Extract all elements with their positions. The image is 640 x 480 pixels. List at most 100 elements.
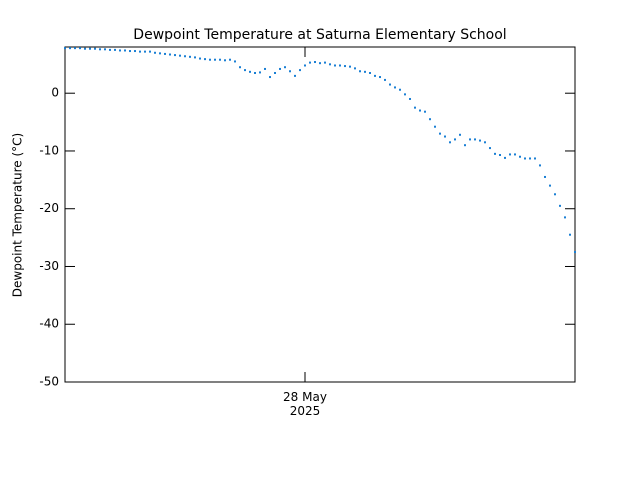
data-point [279,67,281,70]
data-point [209,58,211,61]
data-point [154,51,156,54]
data-point [484,141,486,144]
data-point [434,125,436,128]
y-tick-label: 0 [51,86,59,100]
data-point [429,118,431,121]
data-point [204,58,206,61]
data-point [299,69,301,72]
data-point [499,154,501,157]
data-point [164,52,166,55]
data-point [259,71,261,74]
data-point [539,164,541,167]
data-point [314,61,316,64]
data-point [474,138,476,141]
data-point [384,78,386,81]
data-point [529,157,531,160]
data-point [319,62,321,65]
data-point [334,64,336,67]
data-point [109,48,111,51]
y-tick-label: -10 [39,143,59,157]
data-point [119,49,121,52]
data-point [524,157,526,160]
data-point [424,110,426,113]
data-point [194,56,196,59]
data-point [574,251,576,254]
data-point [514,153,516,156]
data-point [544,175,546,178]
data-point [464,144,466,147]
plot-frame [64,46,576,383]
y-tick-label: -40 [39,317,59,331]
data-point [254,71,256,74]
data-point [409,97,411,100]
data-point [234,60,236,63]
data-point [269,76,271,79]
data-point [489,147,491,150]
data-point [104,48,106,51]
data-point [224,59,226,62]
data-point [454,138,456,141]
data-point [264,67,266,70]
data-point [274,71,276,74]
data-point [94,47,96,50]
data-point [169,53,171,56]
y-axis-label: Dewpoint Temperature (°C) [11,133,25,297]
data-point [394,86,396,89]
x-tick-label: 28 May 2025 [283,390,327,418]
data-point [504,156,506,159]
data-point [494,152,496,155]
data-point [289,70,291,73]
data-point [549,184,551,187]
data-point [324,61,326,64]
data-point [239,66,241,69]
data-point [179,54,181,57]
data-point [284,66,286,69]
data-point [354,67,356,70]
data-point [379,76,381,79]
data-point [364,70,366,73]
data-point [124,49,126,52]
data-point [329,63,331,66]
data-point [479,139,481,142]
data-point [189,55,191,58]
data-point [449,141,451,144]
data-point [564,216,566,219]
data-point [249,70,251,73]
data-point [99,48,101,51]
data-point [114,48,116,51]
data-point [554,193,556,196]
data-point [304,64,306,67]
data-point [219,58,221,61]
data-point [404,93,406,96]
data-point [309,61,311,64]
data-point [69,47,71,50]
data-point [184,55,186,58]
data-point [294,74,296,77]
data-point [199,57,201,60]
data-point [214,58,216,61]
data-point [559,204,561,207]
data-point [534,157,536,160]
data-point [359,70,361,73]
data-point [569,233,571,236]
data-point [349,65,351,68]
data-point [439,132,441,135]
data-point [84,47,86,50]
data-point [174,54,176,57]
data-point [459,133,461,136]
data-point [389,83,391,86]
data-point [74,47,76,50]
data-point [399,88,401,91]
data-point [159,52,161,55]
data-point [374,74,376,77]
data-point [419,109,421,112]
y-tick-label: -20 [39,201,59,215]
data-point [469,138,471,141]
data-point [244,69,246,72]
data-point [89,47,91,50]
data-point [509,153,511,156]
data-point [344,65,346,68]
data-point [134,50,136,53]
